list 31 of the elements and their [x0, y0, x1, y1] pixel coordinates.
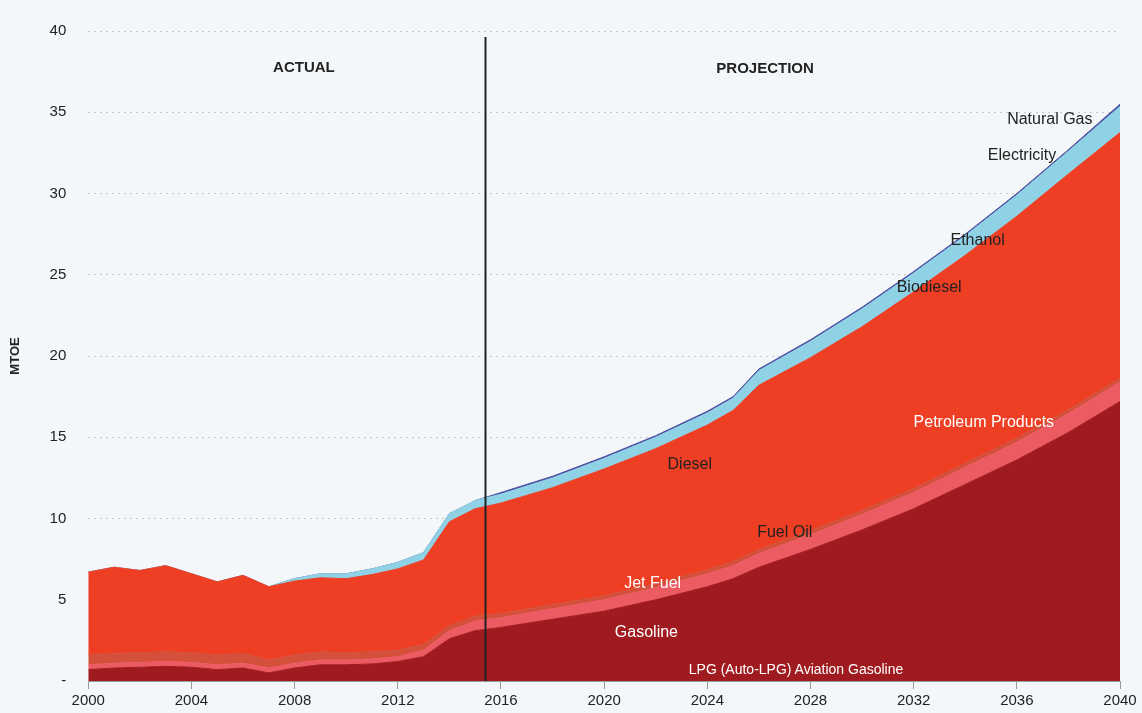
x-tick-label: 2004	[174, 691, 209, 709]
x-tick-label: 2020	[587, 691, 621, 709]
annotation: PROJECTION	[716, 59, 814, 77]
x-tick-label: 2012	[381, 691, 415, 709]
y-tick-label: 25	[49, 264, 67, 282]
x-tick-label: 2036	[1000, 691, 1034, 709]
y-tick-label: 20	[49, 346, 67, 364]
x-tick-label: 2032	[896, 691, 931, 709]
x-tick-label: 2024	[690, 691, 724, 709]
y-tick-label: 15	[49, 427, 67, 445]
y-tick-label: 35	[49, 102, 67, 120]
annotation: Jet Fuel	[624, 573, 682, 591]
y-tick-label: -	[61, 671, 67, 689]
annotation: Electricity	[987, 146, 1057, 164]
annotation: Natural Gas	[1007, 109, 1093, 127]
annotation: Petroleum Products	[913, 413, 1055, 431]
y-tick-label: 30	[49, 183, 67, 201]
x-tick-label: 2008	[277, 691, 312, 709]
x-tick-label: 2028	[793, 691, 828, 709]
x-tick-label: 2016	[484, 691, 518, 709]
y-tick-label: 40	[49, 21, 67, 39]
annotation: Fuel Oil	[757, 522, 813, 540]
y-tick-label: 5	[57, 589, 67, 607]
y-axis-title: MTOE	[7, 337, 23, 375]
x-tick-label: 2000	[71, 691, 105, 709]
annotation: ACTUAL	[273, 57, 335, 75]
annotation: LPG (Auto-LPG) Aviation Gasoline	[688, 660, 904, 677]
y-tick-label: 10	[49, 508, 67, 526]
x-tick-label: 2040	[1103, 691, 1137, 709]
annotation: Diesel	[667, 454, 713, 472]
annotation: Gasoline	[614, 623, 679, 641]
